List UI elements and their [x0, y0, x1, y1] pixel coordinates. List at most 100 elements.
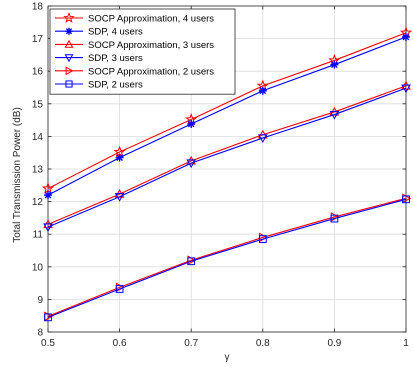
square-marker [187, 257, 196, 266]
data-point [330, 60, 339, 69]
series-path [47, 87, 407, 228]
legend-entry: SOCP Approximation, 4 users [55, 11, 214, 25]
triangle-up-marker [401, 80, 411, 90]
legend-label: SDP, 2 users [88, 80, 143, 91]
x-tick-label: 0.7 [184, 338, 198, 349]
triangle-down-marker [257, 134, 268, 144]
square-marker [115, 285, 124, 293]
data-point [186, 159, 197, 169]
legend-entry: SDP, 2 users [55, 80, 143, 91]
asterisk-marker [330, 60, 339, 69]
asterisk-stroke [44, 191, 52, 199]
triangle-right-marker [65, 66, 74, 76]
data-point [330, 214, 339, 223]
asterisk-marker [115, 153, 124, 162]
asterisk-marker [187, 120, 196, 129]
x-tick-label: 1 [403, 338, 409, 349]
legend-entry: SDP, 3 users [55, 53, 143, 64]
x-axis-label: γ [225, 352, 230, 363]
axes [47, 5, 407, 333]
data-point [44, 191, 52, 200]
legend-label: SOCP Approximation, 4 users [88, 14, 214, 25]
legend-entry: SOCP Approximation, 2 users [55, 66, 214, 77]
triangle-down-marker [329, 110, 340, 120]
y-tick-label: 11 [33, 230, 44, 241]
square-marker [65, 80, 73, 88]
series-path [47, 197, 407, 317]
data-point [257, 134, 268, 144]
asterisk-stroke [402, 33, 410, 41]
x-tick-label: 0.5 [41, 338, 55, 349]
data-point [329, 110, 340, 120]
data-point [402, 32, 410, 41]
x-tick-labels: 0.5 0.6 0.7 0.8 0.9 1 [41, 338, 409, 349]
legend-box [49, 8, 236, 95]
asterisk-stroke [331, 61, 338, 69]
y-tick-labels: 8 9 10 11 12 13 14 15 16 17 18 [32, 2, 44, 339]
data-point [258, 86, 267, 95]
series-path [47, 85, 407, 225]
asterisk-stroke [187, 120, 195, 128]
legend-entry: SOCP Approximation, 3 users [55, 39, 214, 51]
y-tick-label: 14 [32, 132, 44, 143]
data-point [115, 285, 124, 293]
y-tick-label: 16 [32, 67, 44, 78]
x-tick-label: 0.8 [256, 338, 270, 349]
series-line [44, 195, 410, 322]
legend-label: SOCP Approximation, 2 users [88, 66, 214, 77]
data-point [258, 235, 267, 243]
y-tick-label: 18 [32, 2, 44, 13]
data-point [44, 313, 52, 322]
y-tick-label: 13 [32, 165, 44, 176]
asterisk-marker [402, 32, 410, 41]
data-point [43, 223, 53, 233]
triangle-down-marker [401, 84, 411, 94]
asterisk-marker [258, 86, 267, 95]
asterisk-marker [65, 27, 73, 35]
asterisk-stroke [65, 28, 73, 35]
star-marker [63, 11, 75, 23]
y-tick-label: 12 [32, 197, 44, 208]
legend-entry: SDP, 4 users [55, 27, 143, 38]
series-line [41, 26, 413, 194]
asterisk-marker [44, 191, 52, 200]
legend: SOCP Approximation, 4 users SDP, 4 users S… [49, 8, 236, 95]
triangle-down-marker [114, 193, 125, 202]
square-marker [402, 195, 410, 204]
x-tick-label: 0.6 [113, 338, 127, 349]
data-point [187, 120, 196, 129]
data-point [401, 84, 411, 94]
data-point [114, 193, 125, 202]
legend-label: SOCP Approximation, 3 users [88, 40, 214, 51]
y-tick-label: 8 [37, 328, 43, 339]
data-point [401, 80, 411, 90]
y-tick-label: 9 [37, 295, 43, 306]
data-point [187, 257, 196, 266]
x-tick-label: 0.9 [327, 338, 341, 349]
y-axis-label: Total Transmission Power (dB) [12, 107, 23, 243]
triangle-up-marker [186, 155, 197, 165]
data-point [41, 182, 55, 194]
y-tick-label: 17 [32, 34, 44, 45]
series-path [47, 36, 407, 196]
y-tick-label: 10 [32, 262, 44, 273]
legend-label: SDP, 4 users [88, 27, 143, 38]
star-marker [41, 182, 55, 194]
square-marker [44, 313, 52, 322]
triangle-up-marker [64, 39, 74, 48]
square-marker [330, 214, 339, 223]
triangle-down-marker [186, 159, 197, 169]
asterisk-stroke [116, 154, 123, 161]
series-line [44, 32, 410, 200]
series-path [47, 198, 407, 318]
series-line [43, 84, 411, 233]
data-point [115, 153, 124, 162]
data-point [402, 195, 410, 204]
data-point [186, 155, 197, 165]
legend-label: SDP, 3 users [88, 53, 143, 64]
triangle-down-marker [64, 54, 74, 63]
square-marker [258, 235, 267, 243]
y-tick-label: 15 [32, 99, 44, 110]
